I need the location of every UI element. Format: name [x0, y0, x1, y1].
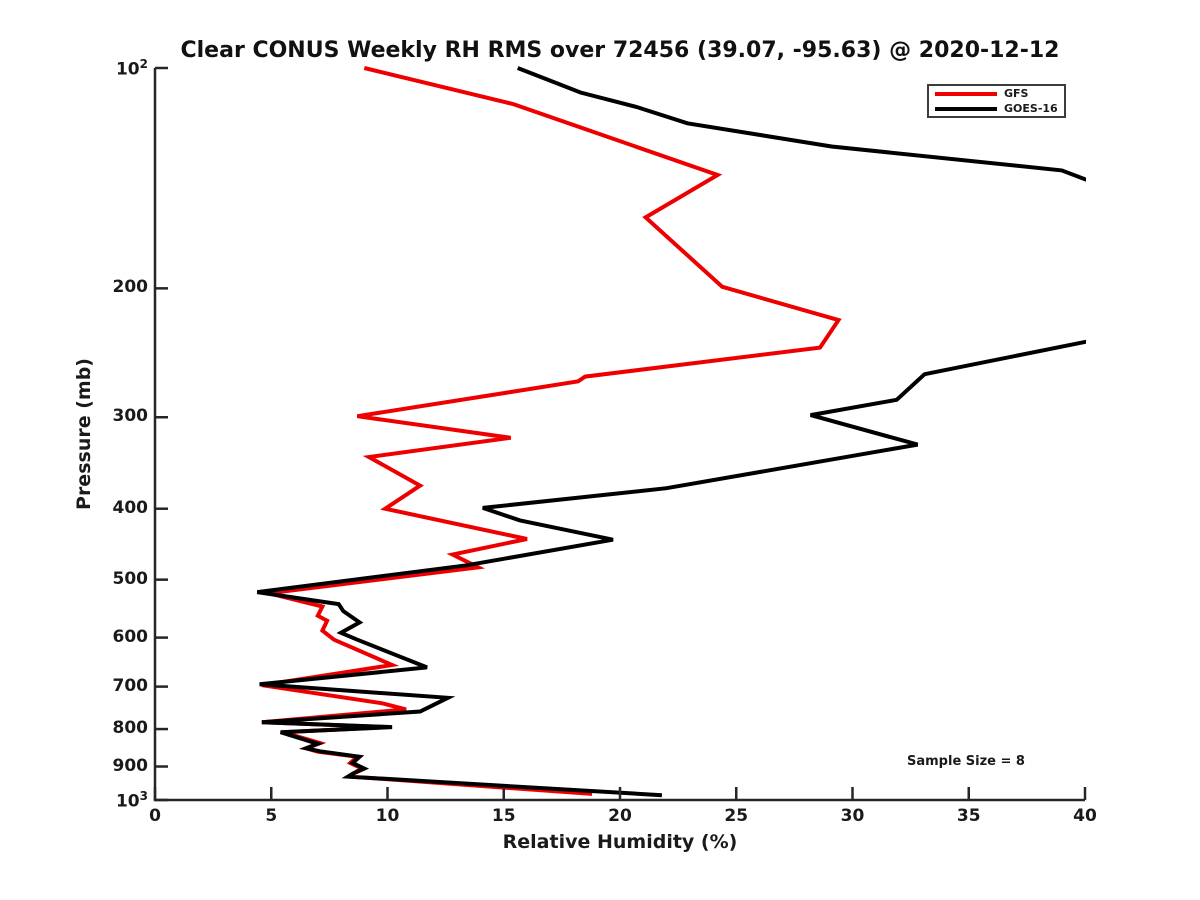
x-tick-label-40: 40: [1073, 806, 1097, 826]
y-tick-label-100: 102: [115, 57, 148, 80]
x-axis-label: Relative Humidity (%): [502, 831, 738, 853]
y-tick-label-200: 200: [112, 277, 149, 298]
sample-size-annotation: Sample Size = 8: [907, 754, 1025, 769]
goes16-line: [257, 66, 1086, 798]
y-tick-label-500: 500: [112, 568, 149, 589]
chart-title: Clear CONUS Weekly RH RMS over 72456 (39…: [180, 38, 1060, 63]
x-tick-label-25: 25: [724, 806, 749, 826]
x-tick-label-5: 5: [265, 806, 278, 826]
y-tick-label-900: 900: [112, 755, 149, 776]
legend-label-gfs: GFS: [1004, 87, 1029, 100]
y-axis-label: Pressure (mb): [73, 358, 95, 510]
x-tick-label-10: 10: [375, 806, 400, 826]
goes16-line-sample: [935, 106, 997, 111]
y-tick-label-600: 600: [112, 626, 149, 647]
y-tick-label-300: 300: [112, 406, 149, 427]
x-tick-label-20: 20: [608, 806, 632, 826]
legend: GFS GOES-16: [927, 84, 1066, 118]
x-tick-label-30: 30: [840, 806, 865, 826]
x-tick-label-35: 35: [956, 806, 981, 826]
legend-item-goes16: GOES-16: [935, 102, 1058, 115]
y-tick-label-1000: 103: [115, 789, 148, 812]
y-tick-label-400: 400: [112, 497, 149, 518]
legend-label-goes16: GOES-16: [1004, 102, 1058, 115]
x-tick-label-15: 15: [491, 806, 516, 826]
gfs-line: [261, 66, 842, 796]
y-tick-label-700: 700: [112, 675, 149, 696]
gfs-line-sample: [935, 91, 997, 96]
legend-item-gfs: GFS: [935, 87, 1058, 100]
x-tick-label-0: 0: [149, 806, 161, 826]
y-tick-label-800: 800: [112, 718, 149, 739]
